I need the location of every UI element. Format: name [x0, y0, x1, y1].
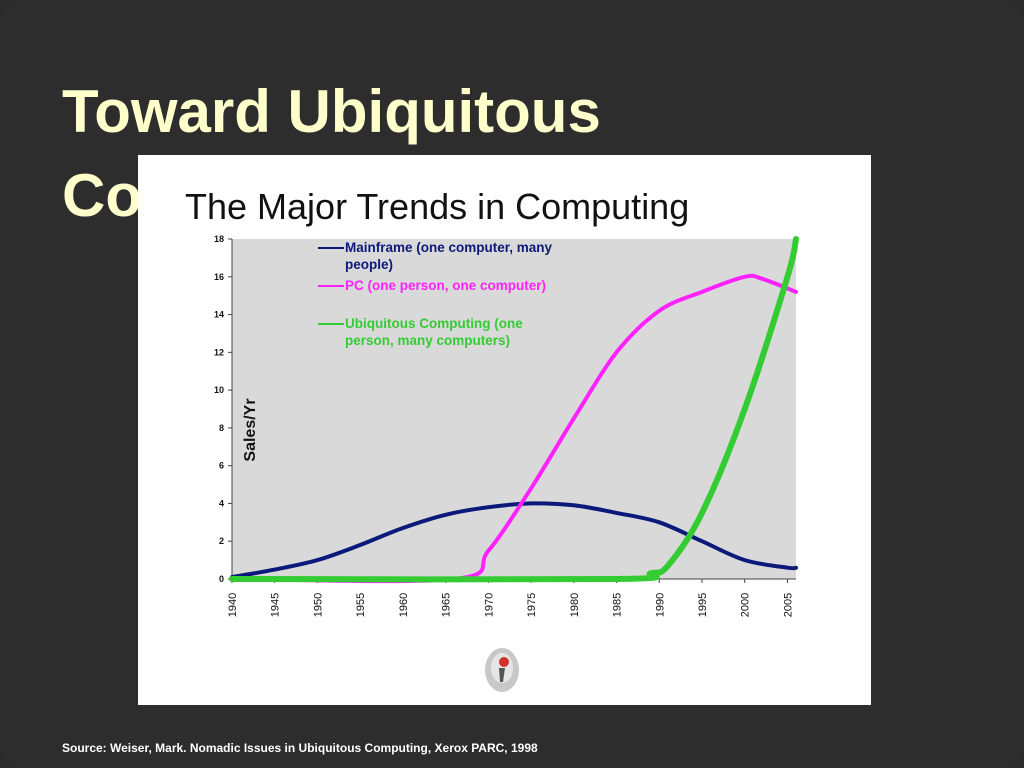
x-tick-label: 1955	[355, 593, 367, 617]
x-tick-label: 1975	[526, 593, 538, 617]
legend-item-mainframe: Mainframe (one computer, many people)	[318, 240, 553, 272]
x-tick-label: 1960	[398, 593, 410, 617]
y-tick-label: 10	[214, 385, 224, 395]
x-ticks: 1940 1945 1950 1955 1960 1965 1970 1975 1980 1985…	[227, 579, 794, 617]
legend: Mainframe (one computer, many people) PC (…	[318, 240, 553, 348]
y-tick-label: 12	[214, 347, 224, 357]
y-tick-label: 14	[214, 310, 224, 320]
legend-item-pc: PC (one person, one computer)	[318, 278, 546, 293]
legend-label: Ubiquitous Computing (one person, many co…	[345, 316, 523, 348]
ubiquitous-series-line	[229, 236, 799, 583]
y-tick-label: 6	[219, 461, 224, 471]
y-tick-label: 16	[214, 272, 224, 282]
legend-label: PC (one person, one computer)	[345, 278, 546, 293]
mainframe-series-line	[230, 501, 798, 580]
plot-area	[232, 239, 796, 579]
y-tick-label: 2	[219, 536, 224, 546]
x-tick-label: 1980	[569, 593, 581, 617]
trends-chart: The Major Trends in Computing 0 2 4 6 8 10 12 1…	[185, 186, 799, 692]
y-tick-label: 18	[214, 234, 224, 244]
x-tick-label: 1940	[227, 593, 239, 617]
y-tick-label: 4	[219, 498, 224, 508]
y-tick-label: 8	[219, 423, 224, 433]
series-lines	[229, 236, 799, 584]
x-tick-label: 1985	[612, 593, 624, 617]
y-ticks: 0 2 4 6 8 10 12 14 16 18	[214, 234, 232, 584]
x-tick-label: 1990	[654, 593, 666, 617]
x-tick-label: 1970	[483, 593, 495, 617]
legend-item-ubiquitous: Ubiquitous Computing (one person, many co…	[318, 316, 523, 348]
legend-label: Mainframe (one computer, many people)	[345, 240, 553, 272]
x-tick-label: 1995	[697, 593, 709, 617]
xerox-parc-logo-icon	[485, 648, 519, 692]
x-tick-label: 2000	[740, 593, 752, 617]
source-citation: Source: Weiser, Mark. Nomadic Issues in …	[62, 741, 538, 755]
y-tick-label: 0	[219, 574, 224, 584]
x-tick-label: 2005	[782, 593, 794, 617]
chart-panel: The Major Trends in Computing 0 2 4 6 8 10 12 1…	[138, 155, 871, 705]
x-tick-label: 1965	[441, 593, 453, 617]
y-axis-label: Sales/Yr	[242, 398, 259, 461]
chart-title: The Major Trends in Computing	[185, 186, 689, 227]
x-tick-label: 1945	[270, 593, 282, 617]
x-tick-label: 1950	[312, 593, 324, 617]
